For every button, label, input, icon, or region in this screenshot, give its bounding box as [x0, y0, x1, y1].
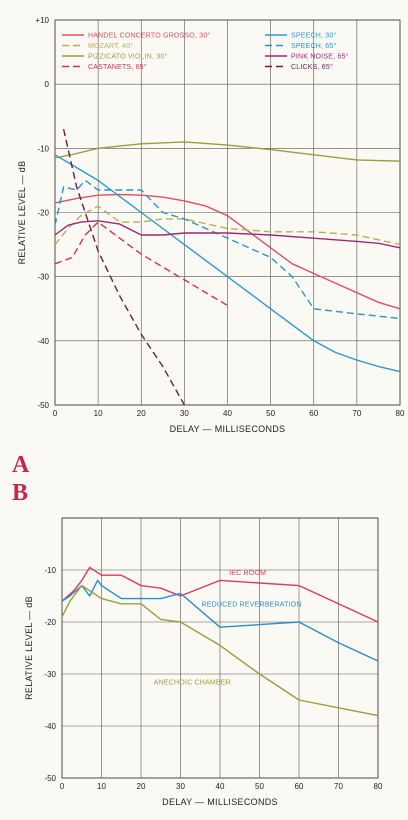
series-label: IEC ROOM: [229, 570, 266, 577]
grid: [61, 517, 379, 779]
legend-label: SPEECH, 65°: [291, 42, 336, 50]
x-tick-label: 70: [334, 782, 343, 791]
y-axis-title: RELATIVE LEVEL — dB: [24, 596, 34, 700]
legend-label: HANDEL CONCERTO GROSSO, 30°: [88, 32, 210, 40]
series-line: [54, 205, 401, 246]
panel-label-a: A: [12, 452, 30, 478]
legend-label: MOZART, 40°: [88, 42, 133, 50]
y-tick-label: -10: [37, 144, 49, 153]
series-label: REDUCED REVERBERATION: [202, 601, 302, 608]
chart-a: 0 10 20 30 40 50 60 70 80 +10 0 -10 -20 -30 -40 -50 DELA…: [17, 16, 405, 434]
series-line: [61, 584, 379, 717]
series-line: [54, 193, 401, 310]
x-tick-label: 40: [223, 409, 232, 418]
x-tick-label: 20: [137, 782, 146, 791]
x-axis-title: DELAY — MILLISECONDS: [162, 797, 278, 807]
chart-b: 0 10 20 30 40 50 60 70 80 -10 -20 -30 -40 -50 DELAY — …: [24, 517, 383, 807]
series-line: [61, 579, 379, 662]
series-line: [62, 128, 186, 406]
x-axis-title: DELAY — MILLISECONDS: [170, 424, 286, 434]
legend-label: CLICKS, 65°: [291, 63, 333, 71]
series-lines: [54, 128, 401, 406]
x-tick-label: 30: [176, 782, 185, 791]
y-tick-label: -50: [37, 401, 49, 410]
legend-label: SPEECH, 30°: [291, 32, 336, 40]
y-tick-label: -20: [44, 618, 56, 627]
legend: HANDEL CONCERTO GROSSO, 30° MOZART, 40° PI…: [62, 32, 349, 71]
x-tick-label: 0: [60, 782, 65, 791]
x-tick-label: 0: [53, 409, 58, 418]
grid: [54, 19, 401, 406]
x-tick-label: 50: [266, 409, 275, 418]
x-tick-label: 60: [309, 409, 318, 418]
series-label: ANECHOIC CHAMBER: [154, 679, 231, 686]
legend-label: PINK NOISE, 65°: [291, 53, 349, 61]
x-tick-label: 10: [94, 409, 103, 418]
x-tick-label: 40: [216, 782, 225, 791]
series-line: [54, 141, 401, 162]
x-tick-label: 80: [374, 782, 383, 791]
series-line: [54, 220, 401, 249]
y-tick-label: -30: [44, 670, 56, 679]
x-tick-label: 30: [180, 409, 189, 418]
y-tick-label: 0: [45, 80, 50, 89]
series-line: [61, 566, 379, 623]
y-tick-label: -40: [37, 337, 49, 346]
x-tick-label: 60: [295, 782, 304, 791]
y-tick-label: -20: [37, 209, 49, 218]
x-tick-label: 20: [137, 409, 146, 418]
y-tick-label: -30: [37, 273, 49, 282]
y-tick-label: +10: [35, 16, 49, 25]
x-tick-label: 70: [352, 409, 361, 418]
x-tick-label: 50: [255, 782, 264, 791]
panel-label-b: B: [12, 480, 29, 506]
x-tick-label: 80: [396, 409, 405, 418]
series-line: [54, 154, 401, 373]
legend-label: PIZZICATO VIOLIN, 30°: [88, 53, 167, 61]
series-line: [54, 179, 401, 320]
series-lines: [61, 566, 379, 717]
legend-label: CASTANETS, 65°: [88, 63, 147, 71]
y-tick-label: -10: [44, 566, 56, 575]
series-line: [54, 221, 228, 307]
y-tick-label: -40: [44, 722, 56, 731]
x-tick-label: 10: [97, 782, 106, 791]
y-tick-label: -50: [44, 774, 56, 783]
y-axis-title: RELATIVE LEVEL — dB: [17, 161, 27, 265]
